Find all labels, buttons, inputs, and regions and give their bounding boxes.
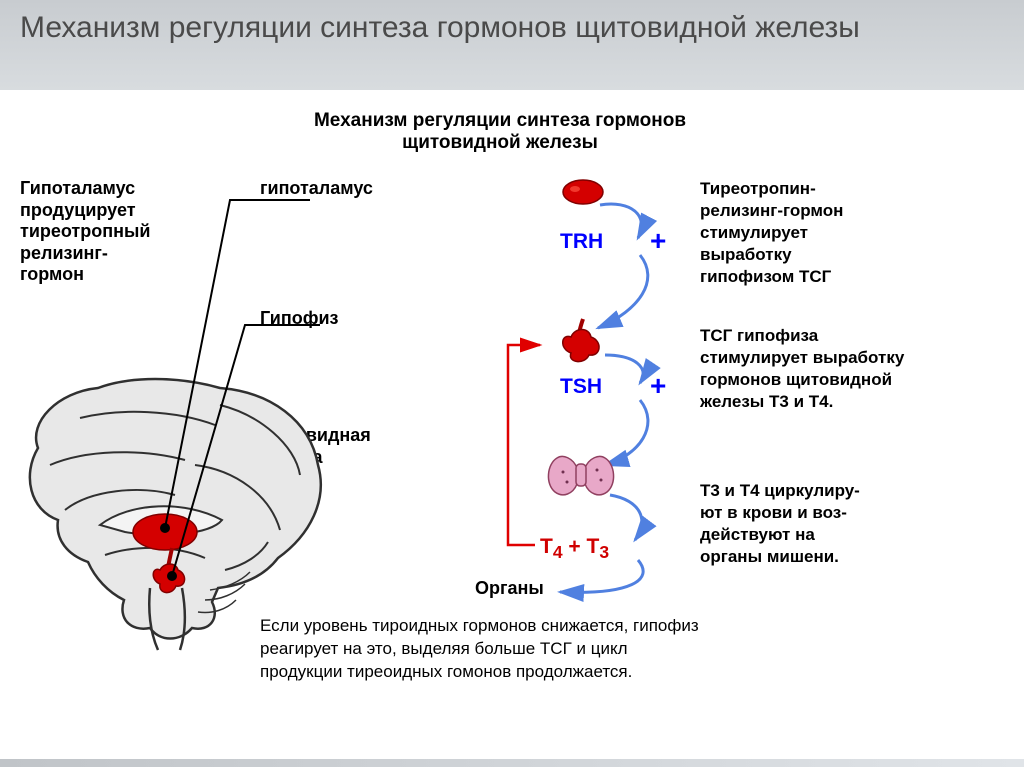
pituitary-blob (555, 315, 610, 363)
hypothalamus-blob (558, 175, 608, 209)
footer-accent (0, 759, 1024, 767)
thyroid-organ (545, 450, 617, 502)
pointer-lines (0, 0, 1024, 767)
